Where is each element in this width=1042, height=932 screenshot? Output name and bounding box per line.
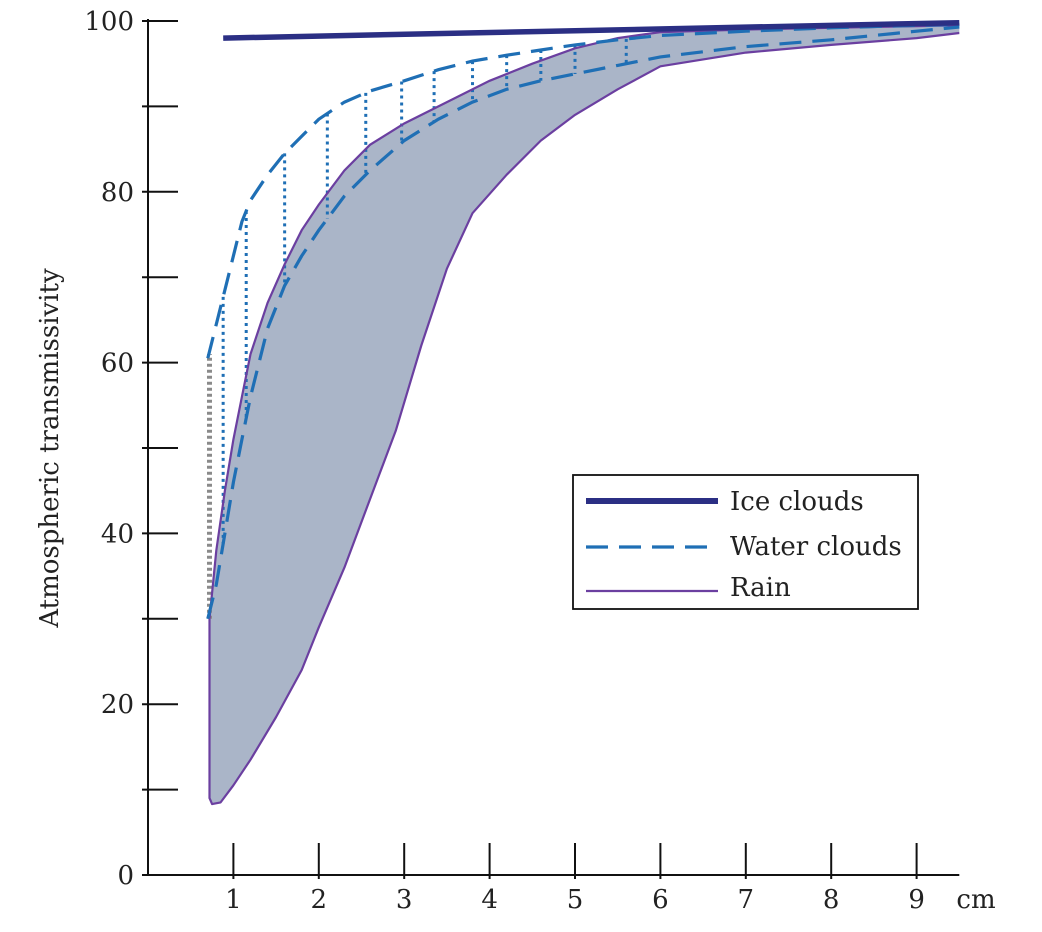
series-lines-layer (206, 19, 960, 806)
y-tick-label-60: 60 (101, 349, 134, 379)
legend-box (572, 474, 919, 610)
x-tick-label-3: 3 (396, 885, 413, 915)
x-tick-label-8: 8 (823, 885, 840, 915)
x-tick-label-1: 1 (225, 885, 242, 915)
ice-clouds-line (223, 19, 960, 41)
y-tick-label-40: 40 (101, 519, 134, 549)
rain-band-fill (209, 25, 960, 805)
y-axis-label: Atmospheric transmissivity (35, 268, 65, 629)
x-tick-label-6: 6 (652, 885, 669, 915)
tick-labels-layer: 0 20 40 60 80 100 1 2 3 4 5 6 7 8 9 (84, 7, 925, 915)
legend-label-rain: Rain (730, 573, 791, 603)
y-tick-label-80: 80 (101, 178, 134, 208)
rain-lower-line (208, 31, 960, 806)
legend-label-ice-clouds: Ice clouds (730, 487, 864, 517)
x-tick-label-4: 4 (481, 885, 498, 915)
water-clouds-lower-line (206, 25, 960, 620)
rain-upper-line (208, 24, 960, 619)
rain-fill-layer (209, 25, 960, 805)
water-clouds-upper-line (206, 22, 960, 359)
y-tick-label-20: 20 (101, 690, 134, 720)
y-tick-label-100: 100 (84, 7, 134, 37)
x-tick-label-7: 7 (738, 885, 755, 915)
axes-layer (142, 19, 960, 879)
x-tick-label-5: 5 (567, 885, 584, 915)
x-tick-label-9: 9 (908, 885, 925, 915)
x-axis-unit-label: cm (956, 885, 995, 915)
legend-label-water-clouds: Water clouds (730, 532, 902, 562)
x-tick-label-2: 2 (311, 885, 328, 915)
y-tick-label-0: 0 (117, 861, 134, 891)
legend: Ice clouds Water clouds Rain (572, 474, 919, 610)
